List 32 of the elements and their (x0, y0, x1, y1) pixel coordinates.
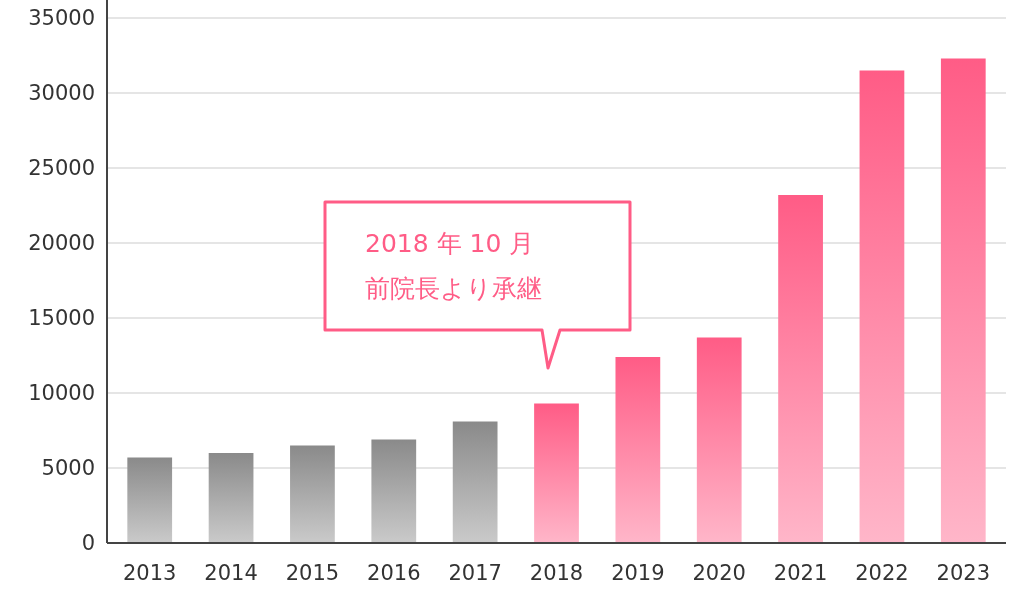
x-tick-label: 2015 (285, 561, 340, 585)
bar (290, 445, 335, 543)
y-tick-label: 10000 (28, 381, 95, 406)
x-tick-label: 2017 (448, 561, 502, 585)
y-tick-label: 35000 (28, 6, 95, 31)
x-tick-label: 2022 (855, 561, 909, 585)
x-tick-label: 2018 (529, 561, 584, 585)
annotation: 前院長より承継 (365, 274, 542, 303)
bar (127, 457, 173, 543)
x-tick-label: 2014 (204, 561, 258, 585)
bar (452, 421, 498, 543)
y-tick-label: 15000 (28, 306, 95, 331)
x-tick-label: 2023 (936, 561, 991, 585)
x-tick-label: 2019 (611, 561, 665, 585)
y-tick-label: 25000 (28, 156, 95, 181)
y-tick-label: 20000 (28, 231, 95, 256)
y-tick-label: 0 (81, 531, 95, 556)
bar (940, 58, 986, 543)
x-tick-label: 2016 (367, 561, 421, 585)
bar (534, 403, 579, 543)
bar (615, 357, 661, 543)
bar (696, 337, 742, 543)
bar (778, 195, 823, 543)
bar (371, 439, 417, 543)
bar (859, 70, 905, 543)
bar (208, 453, 254, 543)
y-tick-label: 30000 (28, 81, 95, 106)
y-tick-label: 5000 (41, 456, 95, 481)
x-tick-label: 2020 (692, 561, 746, 585)
x-tick-label: 2013 (122, 561, 177, 585)
x-tick-label: 2021 (773, 561, 828, 585)
annotation: 2018 年 10 月 (365, 229, 535, 258)
